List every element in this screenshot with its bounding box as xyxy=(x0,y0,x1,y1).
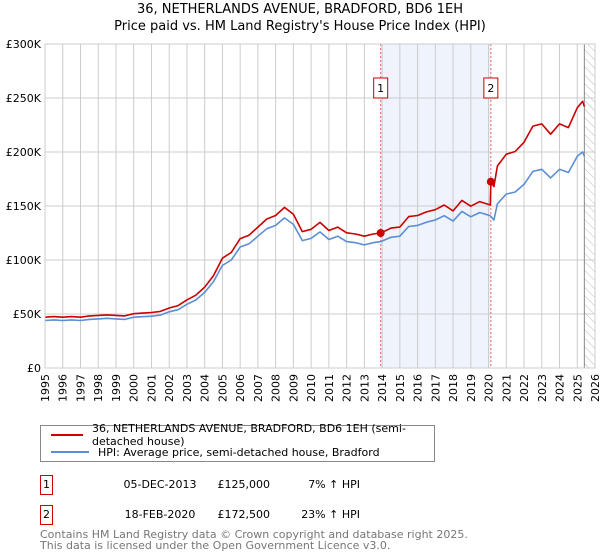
x-tick-label: 2015 xyxy=(394,374,407,402)
property-price-line xyxy=(44,100,586,319)
footer: Contains HM Land Registry data © Crown c… xyxy=(40,529,468,551)
chart-title: 36, NETHERLANDS AVENUE, BRADFORD, BD6 1E… xyxy=(136,2,464,17)
y-tick-label: £0 xyxy=(27,362,41,375)
sale-number: 1 xyxy=(40,475,53,495)
legend-label-property: 36, NETHERLANDS AVENUE, BRADFORD, BD6 1E… xyxy=(91,422,406,448)
y-tick-label: £100K xyxy=(6,254,42,267)
price-chart: 1995 1996 1997 1998 1999 2000 2001 2002 2003 2004… xyxy=(6,38,600,402)
footer-licence: This data is licensed under the Open Gov… xyxy=(40,539,391,552)
legend: 36, NETHERLANDS AVENUE, BRADFORD, BD6 1E… xyxy=(40,422,435,462)
sale-date: 05-DEC-2013 xyxy=(123,478,197,491)
sale-point xyxy=(486,177,495,186)
plot-border xyxy=(44,43,596,369)
legend-label-hpi: HPI: Average price, semi-detached house,… xyxy=(98,445,380,459)
x-tick-label: 2013 xyxy=(358,374,371,402)
y-tick-label: £250K xyxy=(6,92,42,105)
x-tick-label: 1999 xyxy=(110,374,123,402)
y-tick-label: £50K xyxy=(13,308,42,321)
x-tick-label: 1995 xyxy=(39,374,52,402)
sale-label-box xyxy=(373,77,389,99)
sale-point xyxy=(376,229,385,237)
x-tick-label: 1997 xyxy=(74,374,87,402)
x-tick-label: 2003 xyxy=(181,374,194,402)
x-tick-label: 2008 xyxy=(270,374,283,402)
x-tick-label: 2001 xyxy=(145,374,158,402)
sale-label: 1 xyxy=(377,82,384,95)
x-tick-label: 2025 xyxy=(571,374,584,402)
sale-price: £125,000 xyxy=(217,478,271,491)
x-tick-label: 2005 xyxy=(216,374,229,402)
x-tick-label: 2011 xyxy=(323,374,336,402)
x-tick-label: 2017 xyxy=(429,374,442,402)
sale-price: £172,500 xyxy=(217,508,271,521)
x-tick-label: 2010 xyxy=(305,374,318,402)
y-tick-label: £200K xyxy=(6,146,42,159)
x-tick-label: 1996 xyxy=(57,374,70,402)
x-tick-label: 2019 xyxy=(465,374,478,402)
sale-hpi-change: 7% ↑ HPI xyxy=(308,478,360,491)
sale-number: 2 xyxy=(40,505,53,525)
footer-copyright: Contains HM Land Registry data © Crown c… xyxy=(40,528,468,541)
x-tick-label: 2012 xyxy=(341,374,354,402)
sale-hpi-change: 23% ↑ HPI xyxy=(301,508,360,521)
legend-swatch-hpi xyxy=(51,451,89,453)
x-tick-label: 2014 xyxy=(376,374,389,402)
x-tick-label: 1998 xyxy=(92,374,105,402)
x-tick-label: 2004 xyxy=(199,374,212,402)
y-tick-label: £150K xyxy=(6,200,42,213)
chart-subtitle: Price paid vs. HM Land Registry's House … xyxy=(114,19,486,34)
x-tick-label: 2022 xyxy=(518,374,531,402)
sale-label: 2 xyxy=(487,82,494,95)
legend-item-property: 36, NETHERLANDS AVENUE, BRADFORD, BD6 1E… xyxy=(51,422,434,448)
x-tick-label: 2024 xyxy=(554,374,567,402)
x-tick-label: 2021 xyxy=(500,374,513,402)
x-tick-label: 2000 xyxy=(128,374,141,402)
x-tick-label: 2020 xyxy=(483,374,496,402)
legend-item-hpi: HPI: Average price, semi-detached house,… xyxy=(51,444,380,460)
x-tick-label: 2018 xyxy=(447,374,460,402)
x-tick-label: 2007 xyxy=(252,374,265,402)
x-tick-label: 2023 xyxy=(536,374,549,402)
x-tick-label: 2002 xyxy=(163,374,176,402)
x-tick-label: 2026 xyxy=(589,374,600,402)
x-tick-label: 2016 xyxy=(412,374,425,402)
hpi-line xyxy=(44,151,586,322)
sale-label-box xyxy=(483,77,499,99)
x-tick-label: 2009 xyxy=(287,374,300,402)
legend-swatch-property xyxy=(51,434,83,436)
sale-date: 18-FEB-2020 xyxy=(124,508,196,521)
x-tick-label: 2006 xyxy=(234,374,247,402)
y-tick-label: £300K xyxy=(6,38,42,51)
